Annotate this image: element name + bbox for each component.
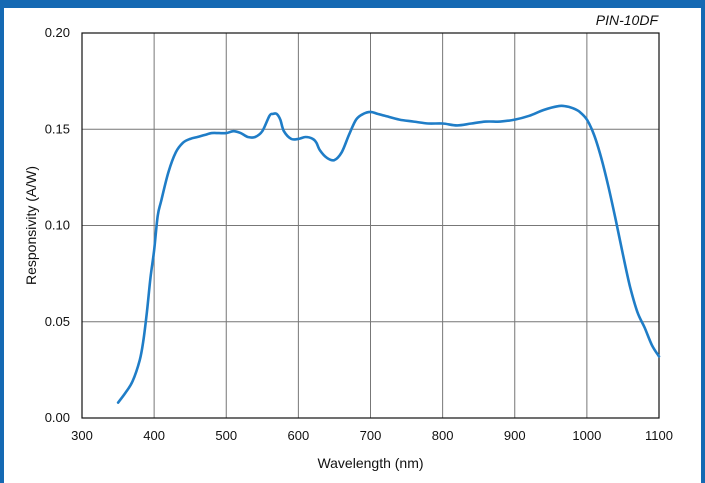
x-tick-label: 800 — [432, 428, 454, 443]
x-axis-title: Wavelength (nm) — [317, 455, 423, 471]
y-tick-label: 0.10 — [45, 218, 70, 233]
x-tick-label: 1000 — [572, 428, 601, 443]
x-tick-label: 900 — [504, 428, 526, 443]
y-tick-label: 0.15 — [45, 121, 70, 136]
x-tick-label: 700 — [360, 428, 382, 443]
responsivity-series-line — [116, 104, 661, 404]
model-label: PIN-10DF — [596, 12, 660, 28]
grid-lines — [82, 33, 659, 418]
plot-area-border — [81, 32, 660, 419]
x-tick-label: 300 — [71, 428, 93, 443]
x-tick-label: 600 — [288, 428, 310, 443]
x-tick-label: 400 — [143, 428, 165, 443]
y-axis-ticks: 0.00 0.05 0.10 0.15 0.20 — [45, 25, 70, 425]
y-tick-label: 0.00 — [45, 410, 70, 425]
chart-top-bar — [0, 0, 705, 8]
y-tick-label: 0.05 — [45, 314, 70, 329]
y-axis-title: Responsivity (A/W) — [23, 166, 39, 285]
x-axis-ticks: 300 400 500 600 700 800 900 1000 1100 — [71, 428, 673, 443]
x-tick-label: 500 — [215, 428, 237, 443]
y-tick-label: 0.20 — [45, 25, 70, 40]
x-tick-label: 1100 — [645, 428, 673, 443]
